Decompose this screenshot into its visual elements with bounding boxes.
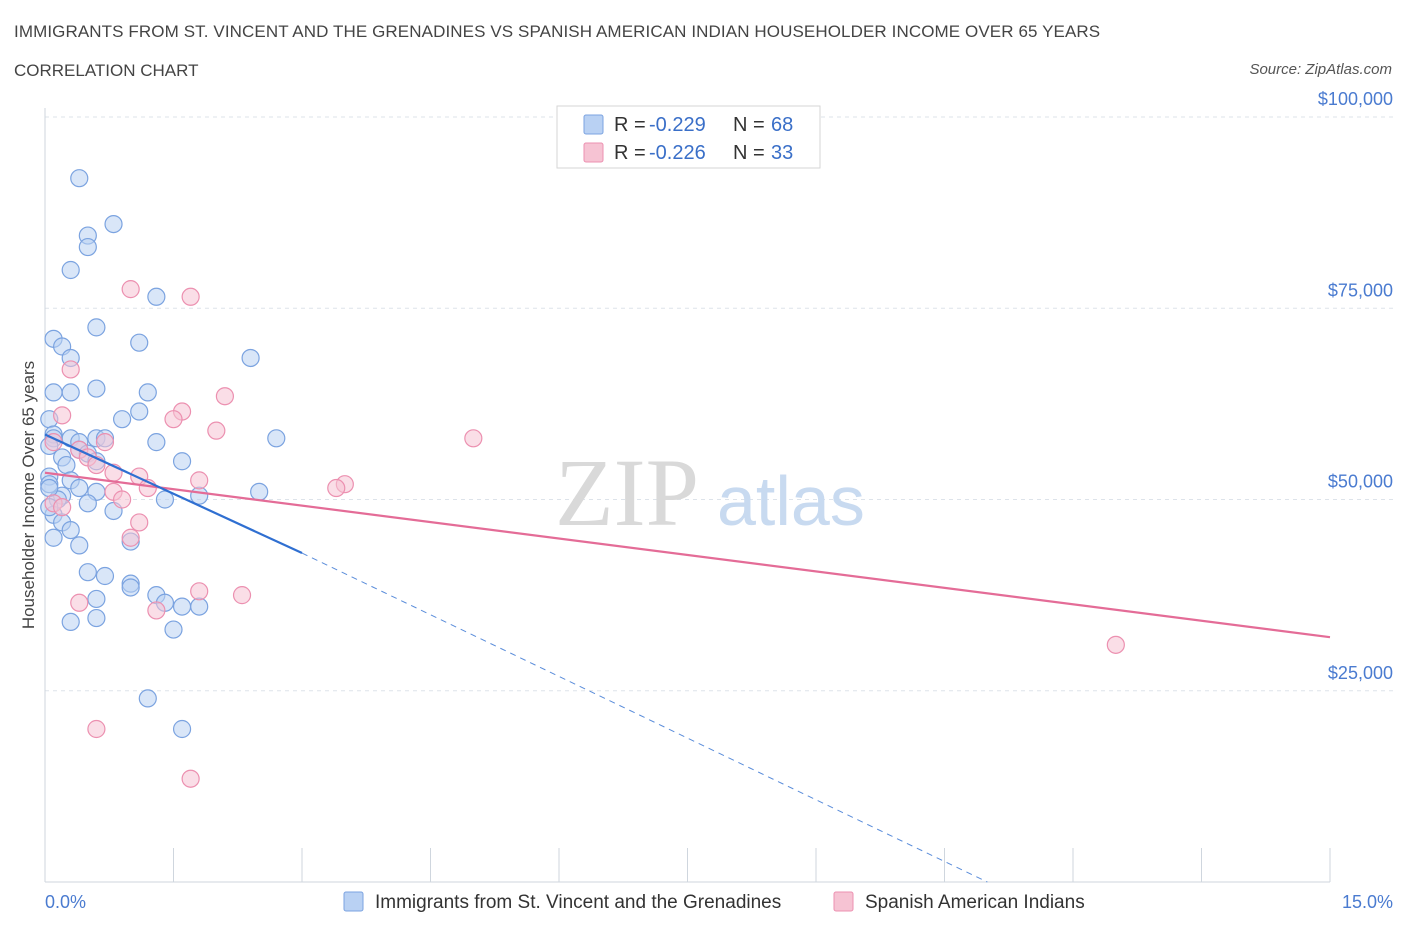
data-point-pink <box>121 280 140 299</box>
data-point-pink <box>95 433 115 452</box>
legend-swatch-blue <box>583 114 604 135</box>
data-point-pink <box>53 498 72 517</box>
data-point-pink <box>190 471 209 490</box>
data-point-blue <box>87 318 106 337</box>
data-point-blue <box>78 494 97 513</box>
data-point-pink <box>190 582 209 601</box>
data-point-blue <box>95 566 115 586</box>
data-point-pink <box>181 769 200 788</box>
legend-swatch-pink <box>583 142 604 163</box>
legend-r-label-pink: R = <box>614 142 646 164</box>
legend-n-label-blue: N = <box>733 114 765 136</box>
y-tick-label: $25,000 <box>1328 663 1393 683</box>
data-point-blue <box>250 482 269 501</box>
data-point-blue <box>241 348 260 368</box>
data-point-blue <box>164 620 183 639</box>
data-point-blue <box>147 287 166 306</box>
data-point-pink <box>232 586 252 605</box>
data-point-blue <box>44 528 63 547</box>
data-point-pink <box>164 410 183 429</box>
data-point-blue <box>87 608 106 628</box>
data-point-blue <box>130 402 149 421</box>
data-point-blue <box>138 383 157 402</box>
data-point-blue <box>190 597 209 616</box>
data-point-blue <box>138 689 157 708</box>
data-point-blue <box>112 410 132 429</box>
data-point-blue <box>121 578 140 597</box>
data-point-pink <box>464 429 483 448</box>
chart-subtitle: CORRELATION CHART <box>14 61 199 80</box>
data-point-pink <box>87 719 106 739</box>
data-point-blue <box>44 383 63 402</box>
bottom-legend-swatch-pink <box>833 891 854 912</box>
trend-line-pink <box>44 471 1331 639</box>
trend-line-blue-extrapolated <box>301 552 988 883</box>
data-point-blue <box>61 383 80 402</box>
data-point-pink <box>112 490 132 509</box>
data-point-blue <box>147 433 166 452</box>
data-point-blue <box>57 455 76 475</box>
data-point-blue <box>70 536 89 555</box>
axes <box>44 108 1331 883</box>
data-point-blue <box>70 478 89 498</box>
watermark-atlas: atlas <box>717 462 865 540</box>
data-point-blue <box>172 452 192 471</box>
series-pink-points <box>44 280 1125 788</box>
x-tick-label-left: 0.0% <box>45 892 86 912</box>
data-point-blue <box>61 612 80 632</box>
legend-r-value-blue: -0.229 <box>649 114 706 136</box>
data-point-pink <box>70 593 89 612</box>
data-point-pink <box>121 528 140 547</box>
legend-n-label-pink: N = <box>733 142 765 164</box>
watermark-zip: ZIP <box>555 439 699 546</box>
data-point-blue <box>61 520 80 540</box>
legend-n-value-pink: 33 <box>771 142 793 164</box>
data-point-blue <box>172 597 192 616</box>
data-point-pink <box>147 601 166 620</box>
data-point-blue <box>78 563 97 582</box>
data-point-blue <box>40 478 59 498</box>
data-point-blue <box>172 719 192 739</box>
data-point-pink <box>130 513 149 532</box>
data-point-blue <box>267 429 286 448</box>
data-point-pink <box>207 421 226 440</box>
data-point-blue <box>190 486 209 505</box>
data-point-blue <box>104 215 123 234</box>
legend-n-value-blue: 68 <box>771 114 793 136</box>
trend-lines <box>44 433 1331 883</box>
data-point-pink <box>53 406 72 425</box>
data-point-blue <box>78 237 97 257</box>
data-point-blue <box>130 333 149 352</box>
data-point-pink <box>327 478 346 498</box>
data-point-pink <box>215 387 234 406</box>
series-legend: Immigrants from St. Vincent and the Gren… <box>343 891 1085 913</box>
data-point-pink <box>181 287 200 306</box>
correlation-legend: R = -0.229 N = 68 R = -0.226 N = 33 <box>556 105 821 169</box>
chart-title: IMMIGRANTS FROM ST. VINCENT AND THE GREN… <box>14 22 1101 41</box>
data-point-blue <box>87 589 106 609</box>
data-point-blue <box>87 379 106 398</box>
y-tick-label: $75,000 <box>1328 280 1393 300</box>
data-point-pink <box>1106 635 1125 654</box>
bottom-legend-label-pink: Spanish American Indians <box>865 892 1085 913</box>
data-point-pink <box>61 360 80 379</box>
trend-line-blue <box>44 433 303 555</box>
y-tick-label: $50,000 <box>1328 472 1393 492</box>
data-point-blue <box>61 260 80 280</box>
legend-r-label-blue: R = <box>614 114 646 136</box>
legend-r-value-pink: -0.226 <box>649 142 706 164</box>
y-tick-label: $100,000 <box>1318 89 1393 109</box>
x-tick-label-right: 15.0% <box>1342 892 1393 912</box>
source-label: Source: ZipAtlas.com <box>1249 61 1392 78</box>
bottom-legend-swatch-blue <box>343 891 364 912</box>
data-point-blue <box>70 169 89 188</box>
bottom-legend-label-blue: Immigrants from St. Vincent and the Gren… <box>375 892 781 913</box>
watermark: ZIP atlas <box>555 439 865 546</box>
y-axis-title: Householder Income Over 65 years <box>19 361 38 629</box>
